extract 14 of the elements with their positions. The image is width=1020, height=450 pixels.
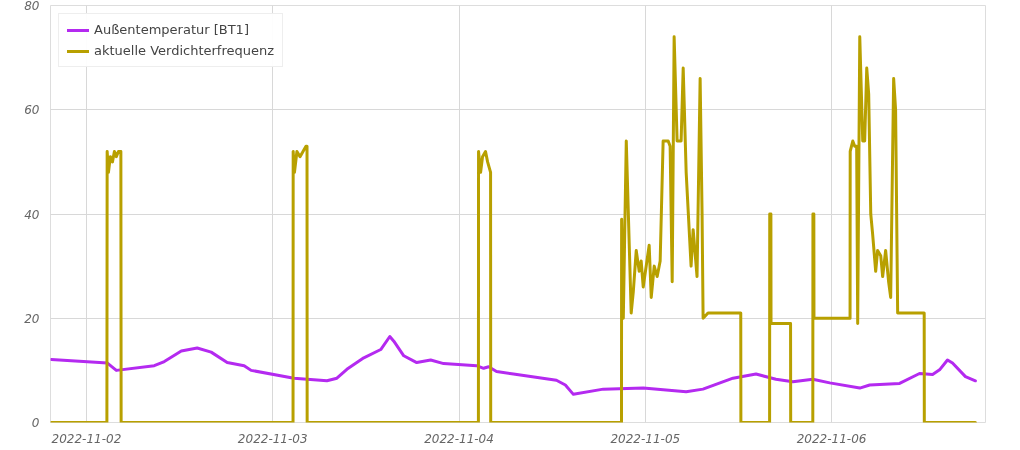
line-series: [50, 334, 977, 396]
legend-label: Außentemperatur [BT1]: [94, 22, 249, 37]
x-tick-label: 2022-11-03: [237, 431, 308, 446]
y-tick-label: 40: [24, 207, 40, 222]
line-series: [50, 35, 977, 423]
y-tick-label: 0: [31, 416, 40, 430]
x-tick-label: 2022-11-05: [610, 431, 681, 446]
y-tick-label: 80: [24, 0, 40, 13]
y-tick-label: 20: [24, 311, 40, 326]
legend-label: aktuelle Verdichterfrequenz: [94, 43, 275, 58]
x-tick-label: 2022-11-02: [51, 431, 122, 446]
x-tick-label: 2022-11-04: [424, 431, 494, 446]
x-tick-label: 2022-11-06: [796, 431, 867, 446]
y-tick-label: 60: [24, 103, 40, 118]
